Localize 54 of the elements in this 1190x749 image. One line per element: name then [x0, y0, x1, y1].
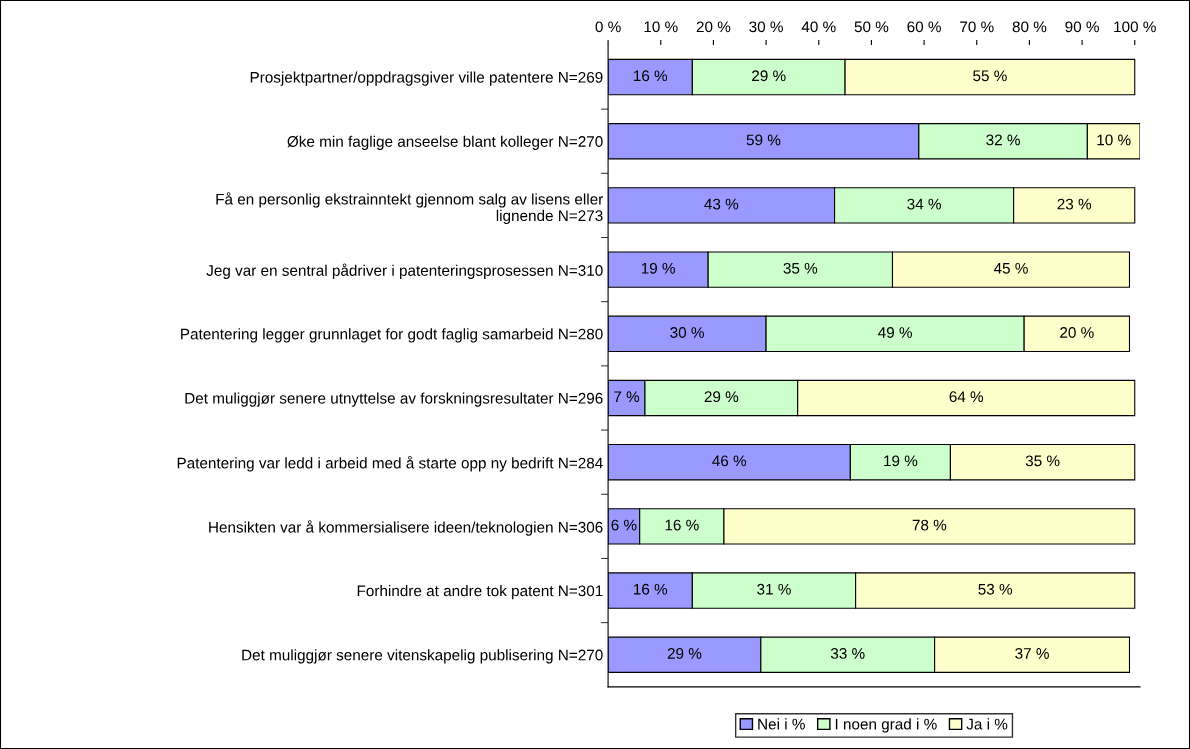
data-label: 16 % [665, 519, 699, 531]
x-tick-label: 50 % [854, 21, 889, 33]
data-label: 31 % [757, 583, 791, 595]
legend-label: Ja i % [966, 718, 1008, 730]
data-label: 59 % [746, 134, 781, 146]
y-tick-label: Få en personlig ekstrainntekt gjennom salg av lisens eller lignende N=273 [216, 192, 603, 225]
data-label: 34 % [907, 198, 941, 210]
y-tick-label: Det muliggjør senere utnyttelse av forskningsresultater N=296 [185, 392, 603, 407]
x-tick-label: 0 % [595, 21, 621, 33]
data-label: 16 % [633, 70, 668, 82]
data-label: 19 % [641, 262, 675, 274]
data-label: 19 % [884, 455, 918, 467]
data-label: 29 % [704, 391, 739, 403]
data-label: 37 % [1015, 648, 1049, 659]
data-label: 53 % [978, 583, 1013, 595]
data-label: 29 % [667, 648, 702, 659]
data-label: 33 % [830, 648, 865, 659]
x-tick-label: 100 % [1114, 21, 1156, 33]
data-label: 7 % [614, 391, 640, 403]
y-tick-label: Øke min faglige anseelse blant kolleger N=270 [287, 135, 603, 150]
data-label: 35 % [783, 262, 818, 274]
data-label: 78 % [912, 519, 947, 531]
data-label: 30 % [670, 327, 704, 338]
data-label: 10 % [1097, 134, 1131, 146]
legend-label: I noen grad i % [835, 718, 937, 733]
data-label: 55 % [973, 70, 1007, 82]
data-label: 29 % [752, 70, 786, 82]
y-tick-label: Patentering legger grunnlaget for godt faglig samarbeid N=280 [181, 328, 603, 343]
legend-label: Nei i % [758, 718, 805, 730]
y-tick-label: Hensikten var å kommersialisere ideen/teknologien N=306 [209, 520, 603, 536]
data-label: 43 % [704, 198, 739, 210]
y-tick-label: Jeg var en sentral pådriver i patenteringsprosessen N=310 [206, 263, 603, 279]
y-tick-label: Prosjektpartner/oppdragsgiver ville patentere N=269 [250, 71, 603, 86]
data-label: 49 % [878, 327, 912, 338]
x-tick-label: 80 % [1012, 21, 1047, 33]
data-label: 16 % [633, 583, 668, 595]
data-label: 64 % [949, 391, 984, 403]
data-label: 6 % [611, 519, 637, 531]
x-tick-label: 20 % [696, 21, 731, 33]
y-tick-label: Det muliggjør senere vitenskapelig publisering N=270 [242, 649, 603, 664]
x-tick-label: 10 % [644, 21, 678, 33]
x-tick-label: 60 % [907, 21, 941, 33]
y-tick-label: Forhindre at andre tok patent N=301 [357, 585, 603, 600]
x-tick-label: 90 % [1065, 21, 1099, 33]
data-label: 23 % [1057, 198, 1092, 210]
data-label: 35 % [1025, 455, 1060, 467]
data-label: 20 % [1060, 327, 1094, 338]
data-label: 32 % [986, 134, 1020, 146]
x-tick-label: 40 % [801, 21, 836, 33]
x-tick-label: 30 % [749, 21, 783, 33]
x-tick-label: 70 % [960, 21, 994, 33]
data-label: 45 % [993, 262, 1028, 274]
data-label: 46 % [712, 455, 747, 467]
y-tick-label: Patentering var ledd i arbeid med å starte opp ny bedrift N=284 [177, 456, 603, 472]
